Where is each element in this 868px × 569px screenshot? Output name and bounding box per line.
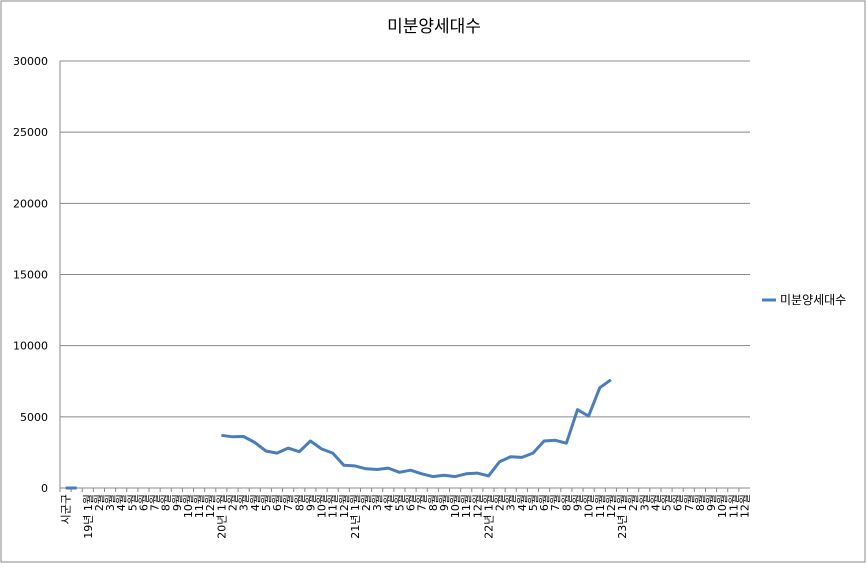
x-tick-label: 6월 (137, 494, 150, 511)
x-tick-label: 3월 (638, 494, 651, 511)
x-tick-label: 4월 (115, 494, 128, 511)
x-tick-label: 5월 (527, 494, 540, 511)
y-tick-label: 5000 (20, 411, 48, 424)
x-tick-label: 10월 (716, 494, 729, 518)
x-tick-label: 10월 (182, 494, 195, 518)
x-tick-label: 12월 (738, 494, 751, 518)
y-tick-label: 20000 (13, 197, 48, 210)
x-tick-label: 10월 (449, 494, 462, 518)
x-tick-label: 2월 (93, 494, 106, 511)
x-tick-label: 11월 (327, 494, 340, 518)
x-tick-label: 9월 (705, 494, 718, 511)
x-tick-label: 7월 (149, 494, 162, 511)
x-tick-label: 8월 (160, 494, 173, 511)
x-tick-label: 3월 (104, 494, 117, 511)
x-tick-label: 8월 (560, 494, 573, 511)
y-tick-label: 0 (41, 482, 48, 495)
x-tick-label: 3월 (371, 494, 384, 511)
x-tick-label: 6월 (271, 494, 284, 511)
x-tick-label: 시군구 (60, 494, 73, 524)
x-tick-label: 5월 (393, 494, 406, 511)
x-tick-label: 10월 (316, 494, 329, 518)
x-tick-label: 6월 (672, 494, 685, 511)
x-tick-label: 11월 (594, 494, 607, 518)
x-tick-label: 9월 (572, 494, 585, 511)
y-tick-label: 15000 (13, 269, 48, 282)
chart-title: 미분양세대수 (387, 17, 481, 37)
x-tick-label: 9월 (171, 494, 184, 511)
x-tick-label: 6월 (405, 494, 418, 511)
x-tick-label: 7월 (416, 494, 429, 511)
x-tick-label: 5월 (661, 494, 674, 511)
x-tick-label: 4월 (382, 494, 395, 511)
x-tick-label: 7월 (282, 494, 295, 511)
y-tick-label: 25000 (13, 126, 48, 139)
x-tick-label: 9월 (304, 494, 317, 511)
x-tick-label: 4월 (649, 494, 662, 511)
x-tick-label: 2월 (360, 494, 373, 511)
x-tick-label: 5월 (260, 494, 273, 511)
x-tick-label: 19년 1월 (82, 494, 95, 539)
x-tick-label: 4월 (516, 494, 529, 511)
x-tick-label: 12월 (204, 494, 217, 518)
x-tick-label: 7월 (549, 494, 562, 511)
x-tick-label: 4월 (249, 494, 262, 511)
x-tick-label: 6월 (538, 494, 551, 511)
x-tick-label: 2월 (227, 494, 240, 511)
series-line (65, 378, 612, 490)
x-tick-label: 12월 (605, 494, 618, 518)
x-tick-label: 3월 (238, 494, 251, 511)
x-tick-label: 2월 (627, 494, 640, 511)
x-tick-label: 23년 1월 (616, 494, 629, 539)
x-tick-label: 8월 (694, 494, 707, 511)
legend-label: 미분양세대수 (780, 293, 846, 307)
x-tick-label: 10월 (583, 494, 596, 518)
x-tick-label: 9월 (438, 494, 451, 511)
x-tick-label: 8월 (427, 494, 440, 511)
x-tick-label: 7월 (683, 494, 696, 511)
x-tick-label: 20년 1월 (215, 494, 228, 539)
x-tick-label: 12월 (338, 494, 351, 518)
x-tick-label: 5월 (126, 494, 139, 511)
x-tick-label: 8월 (293, 494, 306, 511)
x-tick-label: 21년 1월 (349, 494, 362, 539)
x-tick-label: 11월 (727, 494, 740, 518)
x-tick-label: 22년 1월 (482, 494, 495, 539)
y-tick-label: 30000 (13, 55, 48, 68)
x-tick-label: 12월 (471, 494, 484, 518)
y-tick-label: 10000 (13, 340, 48, 353)
x-tick-label: 11월 (460, 494, 473, 518)
x-tick-label: 2월 (494, 494, 507, 511)
x-tick-label: 11월 (193, 494, 206, 518)
x-tick-label: 3월 (505, 494, 518, 511)
